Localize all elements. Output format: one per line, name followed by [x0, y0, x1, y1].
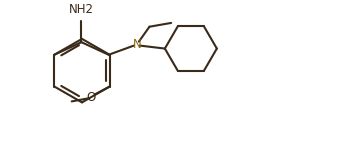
Text: O: O [86, 91, 95, 104]
Text: N: N [132, 38, 141, 51]
Text: NH2: NH2 [69, 3, 94, 16]
